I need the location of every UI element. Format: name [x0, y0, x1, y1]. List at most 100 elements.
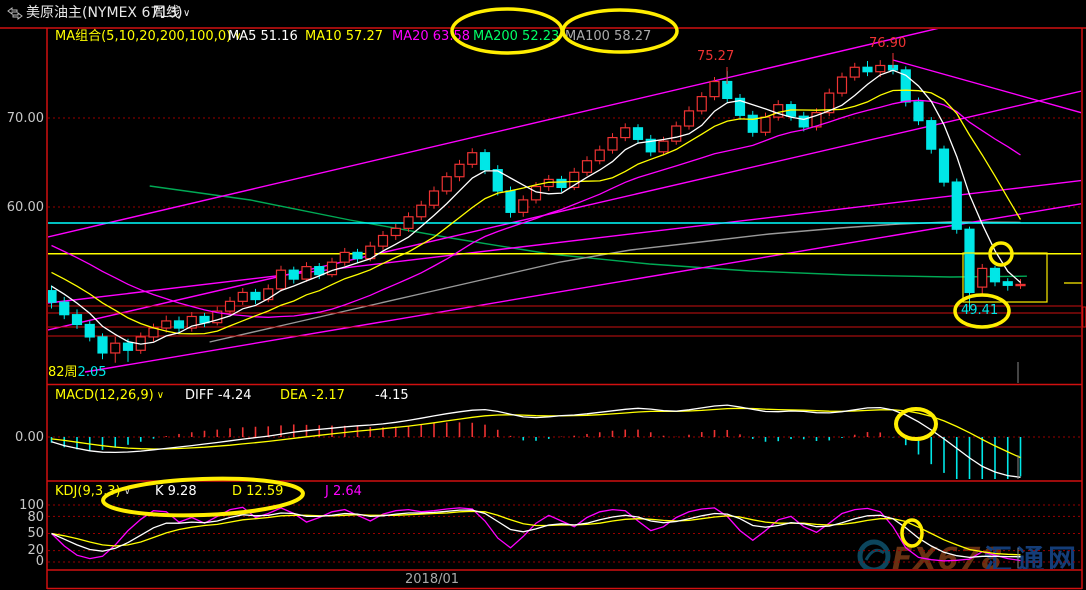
- diff-line: [51, 404, 1021, 478]
- candle: [479, 152, 491, 171]
- high-label-7690: 76.90: [869, 36, 907, 51]
- candle: [862, 66, 873, 73]
- candle: [377, 234, 389, 247]
- candle: [620, 127, 631, 139]
- macd-dea-value: DEA -2.17: [280, 388, 345, 403]
- candle: [71, 314, 83, 326]
- candle: [339, 251, 350, 263]
- candle: [811, 112, 822, 128]
- candle: [977, 267, 988, 288]
- candle: [747, 114, 758, 133]
- kdj-axis-0: 0: [35, 554, 44, 569]
- candle: [288, 269, 299, 280]
- candle: [773, 104, 784, 118]
- candle: [416, 204, 427, 218]
- candle: [671, 125, 682, 142]
- macd-panel: [48, 404, 1081, 479]
- candle: [454, 163, 465, 178]
- candle: [683, 110, 695, 127]
- candle: [798, 115, 809, 128]
- candle: [658, 140, 669, 153]
- symbol-title: 美原油主(NYMEX 6713): [26, 5, 183, 21]
- macd-dropdown[interactable]: MACD(12,26,9) ∨: [55, 388, 165, 403]
- candle: [594, 149, 605, 162]
- candles: [48, 56, 1026, 363]
- ma100-line: [209, 221, 1021, 343]
- candle: [505, 190, 516, 213]
- candle: [989, 267, 1001, 283]
- kdj-j-value: J 2.64: [325, 484, 362, 499]
- chevron-down-icon: ∨: [156, 390, 165, 401]
- macd-bar-value: -4.15: [375, 388, 409, 403]
- candle: [645, 138, 656, 153]
- candle: [1002, 281, 1013, 286]
- candle: [569, 171, 580, 189]
- kdj-axis-50: 50: [27, 526, 44, 541]
- ma200-line: [149, 185, 1027, 278]
- macd-diff-value: DIFF -4.24: [185, 388, 252, 403]
- candle: [696, 96, 707, 112]
- candle: [607, 136, 618, 151]
- kdj-axis-80: 80: [27, 510, 44, 525]
- candle: [428, 190, 440, 206]
- chevron-down-icon: ∨: [183, 8, 191, 19]
- ma-group-dropdown[interactable]: MA组合(5,10,20,200,100,0) ∨: [55, 29, 242, 44]
- ma10-value: MA10 57.27: [305, 29, 383, 44]
- kdj-k-value: K 9.28: [155, 484, 197, 499]
- price-axis-60: 60.00: [6, 200, 44, 215]
- candle: [212, 310, 223, 324]
- kdj-axis-100: 100: [19, 498, 44, 513]
- candle: [48, 290, 57, 303]
- candle: [390, 227, 401, 237]
- candle: [263, 288, 274, 301]
- price-panel: [48, 29, 1081, 373]
- trend-lines: [48, 29, 1081, 373]
- candle: [314, 266, 325, 276]
- candle: [224, 300, 236, 312]
- candle: [403, 216, 414, 229]
- ma5-line: [51, 69, 1021, 345]
- candle: [938, 148, 950, 183]
- candle: [518, 199, 529, 213]
- high-label-7527: 75.27: [697, 49, 735, 64]
- candle: [352, 251, 363, 260]
- d-line: [51, 510, 1021, 556]
- candle: [556, 178, 567, 189]
- candle: [250, 291, 261, 301]
- kdj-axis-20: 20: [27, 543, 44, 558]
- chevron-down-icon: ∨: [123, 486, 131, 497]
- candle: [97, 336, 108, 354]
- fx678-logo-icon: [857, 539, 891, 569]
- ma5-value: MA5 51.16: [228, 29, 298, 44]
- j-line: [51, 506, 1021, 562]
- horizontal-lines: [48, 222, 1081, 337]
- candle: [734, 97, 746, 116]
- dea-line: [51, 407, 1021, 459]
- candle: [722, 80, 733, 100]
- candle: [237, 291, 248, 302]
- candle: [467, 152, 478, 165]
- candle: [709, 80, 720, 98]
- candle: [186, 315, 197, 329]
- candle: [84, 323, 95, 338]
- low-label-4941: 49.41: [961, 303, 999, 318]
- timeframe-dropdown[interactable]: 周线 ∨: [152, 5, 191, 21]
- macd-zero-label: 0.00: [15, 430, 44, 445]
- candle: [632, 127, 644, 140]
- candle: [148, 327, 159, 338]
- candle: [849, 66, 860, 78]
- candle: [926, 120, 937, 150]
- candle: [275, 269, 287, 290]
- candle: [161, 320, 172, 329]
- kdj-dropdown[interactable]: KDJ(9,3,3) ∨: [55, 484, 131, 499]
- candle: [1015, 283, 1026, 287]
- ma200-value: MA200 52.23: [473, 29, 560, 44]
- candle: [913, 101, 924, 122]
- ma10-line: [51, 89, 1022, 335]
- candle: [173, 320, 185, 329]
- watermark-brand-cn: 汇通网: [984, 543, 1080, 576]
- candle: [836, 76, 848, 94]
